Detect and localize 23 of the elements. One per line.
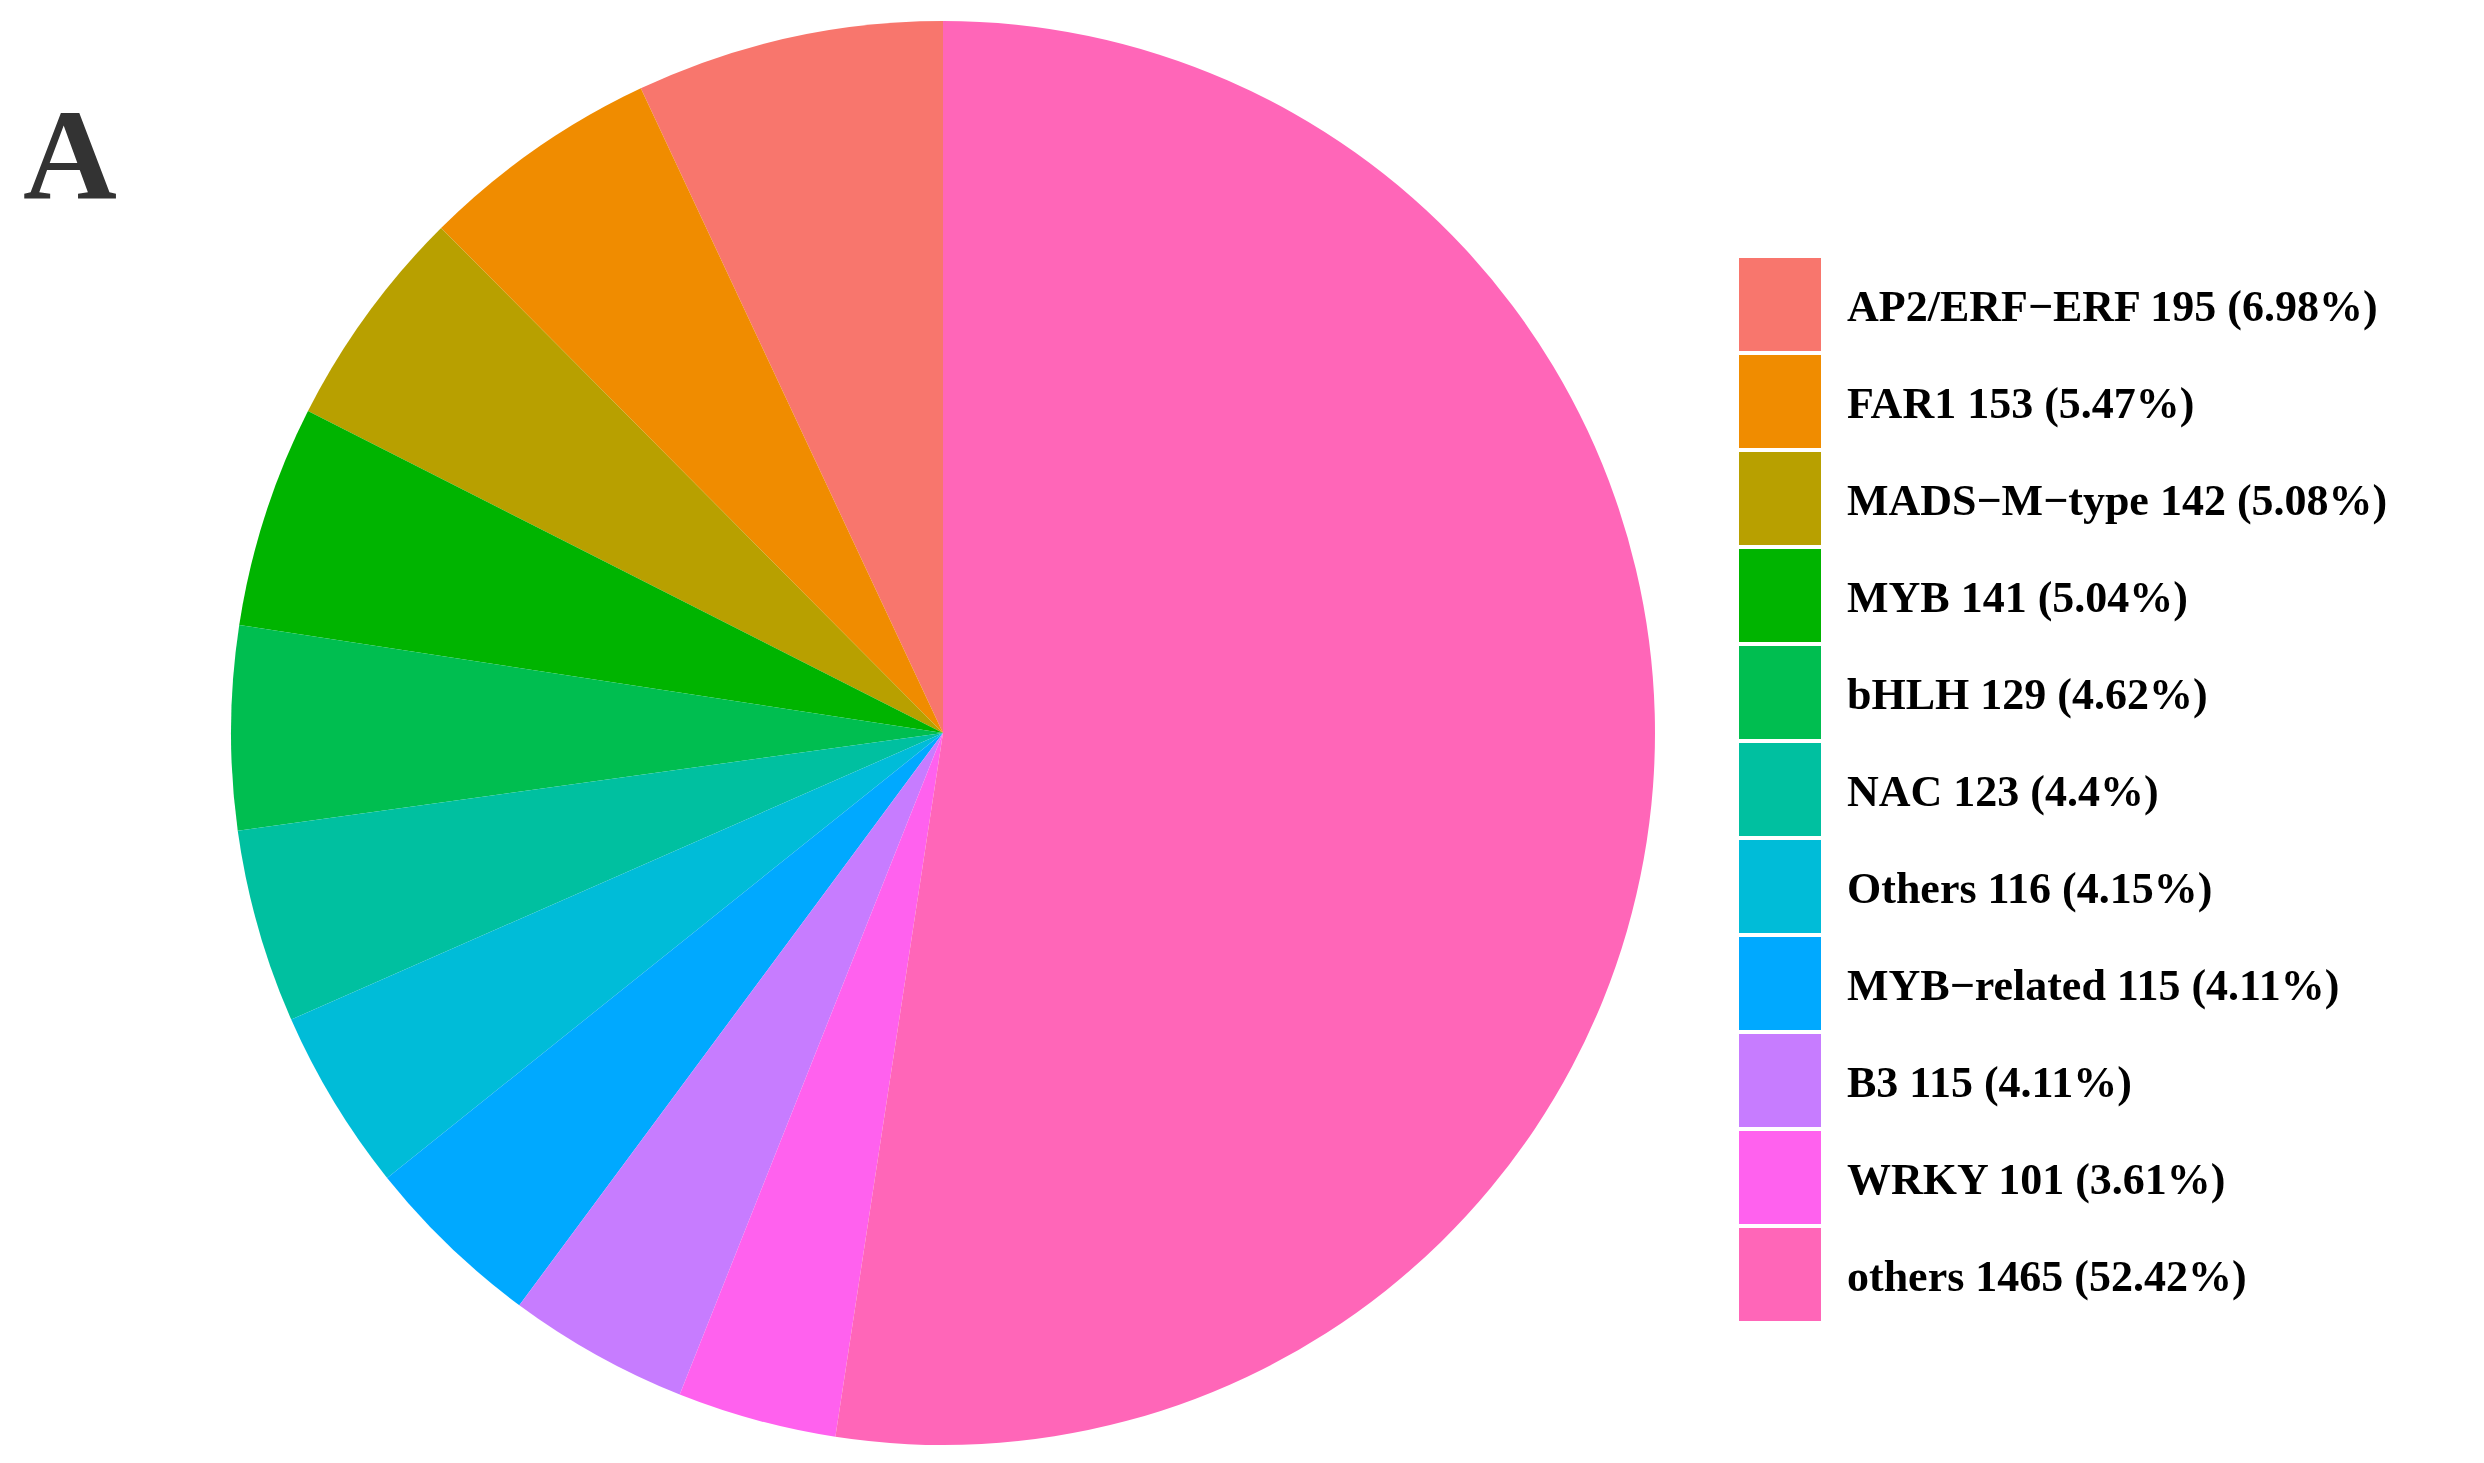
pie-slice <box>679 733 943 1437</box>
pie-slice <box>307 227 943 733</box>
pie-slice <box>640 21 943 733</box>
pie-slice <box>519 733 943 1395</box>
legend-label: MYB 141 (5.04%) <box>1847 572 2188 622</box>
legend-label: FAR1 153 (5.47%) <box>1847 378 2195 428</box>
legend-label: others 1465 (52.42%) <box>1847 1251 2247 1301</box>
legend-label: bHLH 129 (4.62%) <box>1847 669 2208 719</box>
pie-slice <box>387 733 943 1306</box>
legend-label: MADS−M−type 142 (5.08%) <box>1847 475 2388 525</box>
pie-slice <box>237 733 943 1020</box>
pie-slice <box>239 411 943 733</box>
pie-slice <box>441 88 943 733</box>
legend-label: NAC 123 (4.4%) <box>1847 766 2159 816</box>
legend-label: AP2/ERF−ERF 195 (6.98%) <box>1847 281 2378 331</box>
pie-slice <box>291 733 943 1178</box>
legend-label: Others 116 (4.15%) <box>1847 863 2213 913</box>
legend-label: MYB−related 115 (4.11%) <box>1847 960 2340 1010</box>
legend-label: B3 115 (4.11%) <box>1847 1057 2132 1107</box>
pie-slice <box>231 624 943 831</box>
text: A <box>23 82 117 226</box>
pie-slice <box>835 21 1655 1445</box>
legend-label: WRKY 101 (3.61%) <box>1847 1154 2226 1204</box>
